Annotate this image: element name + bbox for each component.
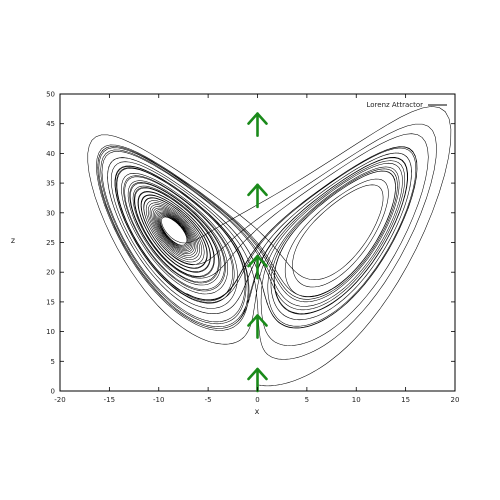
y-tick-label: 50 <box>46 91 55 99</box>
arrow-layer <box>247 112 268 393</box>
y-axis-label: z <box>11 236 15 245</box>
x-tick-label: 5 <box>305 396 309 404</box>
y-tick-label: 10 <box>46 328 55 336</box>
y-tick-label: 5 <box>51 358 55 366</box>
legend-entry-label: Lorenz Attractor <box>366 101 423 109</box>
x-tick-label: -5 <box>205 396 212 404</box>
y-tick-label: 15 <box>46 298 55 306</box>
trajectory-layer <box>87 106 452 387</box>
legend: Lorenz Attractor <box>366 101 447 109</box>
up-arrow-icon <box>247 112 268 137</box>
y-tick-label: 0 <box>51 388 55 396</box>
up-arrow-icon <box>247 254 268 280</box>
y-tick-label: 20 <box>46 269 55 277</box>
lorenz-trajectory-line <box>87 106 452 387</box>
y-tick-label: 35 <box>46 180 55 188</box>
x-tick-label: -15 <box>104 396 115 404</box>
x-tick-label: 20 <box>451 396 460 404</box>
x-tick-label: -20 <box>54 396 65 404</box>
up-arrow-icon <box>247 183 268 209</box>
tick-layer: -20 -15 -10 -5 0 5 10 15 20 0 5 10 15 20 25 30 35 40 45 50 <box>46 91 459 405</box>
x-tick-label: 10 <box>352 396 361 404</box>
y-tick-label: 30 <box>46 209 55 217</box>
y-tick-label: 40 <box>46 150 55 158</box>
x-tick-label: 15 <box>401 396 410 404</box>
up-arrow-icon <box>247 314 268 339</box>
y-tick-label: 25 <box>46 239 55 247</box>
x-axis-label: x <box>255 407 260 416</box>
x-tick-label: 0 <box>255 396 259 404</box>
x-tick-label: -10 <box>153 396 164 404</box>
y-tick-label: 45 <box>46 120 55 128</box>
